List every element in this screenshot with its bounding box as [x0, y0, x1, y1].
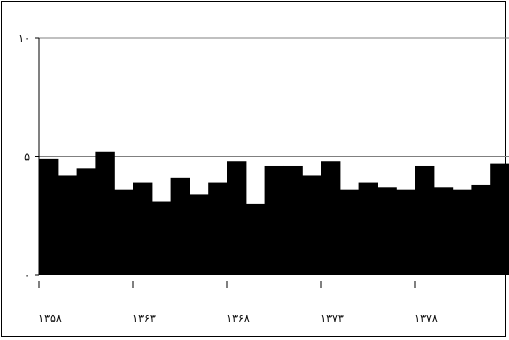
bar-1362: [114, 189, 134, 275]
bar-1375: [358, 182, 378, 275]
x-tick-label-4: ۱۳۷۸: [414, 312, 438, 325]
bar-1372: [302, 175, 322, 275]
bar-1376: [377, 187, 397, 275]
bar-1368: [227, 161, 247, 275]
y-tick-label-2: ۱۰: [18, 32, 30, 45]
x-tick-label-0: ۱۳۵۸: [38, 312, 62, 325]
y-tick-label-1: ۵: [24, 151, 30, 164]
axis-layer: ۰ ۵ ۱۰ ۱۳۵۸ ۱۳۶۳ ۱۳۶۸ ۱۳۷۳ ۱۳۷۸: [18, 32, 438, 325]
bar-1370: [264, 165, 284, 275]
bar-1366: [189, 194, 209, 275]
y-tick-label-0: ۰: [24, 269, 30, 282]
bars-layer: [39, 151, 509, 275]
bar-1359: [57, 175, 78, 275]
grid-layer: [39, 37, 509, 157]
bar-1377: [396, 189, 416, 275]
bar-1363: [133, 182, 153, 275]
bar-1381: [471, 184, 491, 275]
bar-1360: [76, 168, 96, 275]
bar-1378: [415, 165, 435, 275]
bar-1367: [208, 182, 228, 275]
x-tick-label-2: ۱۳۶۸: [226, 312, 250, 325]
x-tick-label-1: ۱۳۶۳: [132, 312, 156, 325]
bar-1379: [433, 187, 454, 275]
bar-1382: [490, 163, 509, 275]
bar-1373: [321, 161, 341, 275]
bar-1364: [151, 201, 172, 275]
bar-1369: [245, 203, 266, 275]
bar-1365: [170, 177, 190, 275]
bar-1361: [95, 151, 115, 275]
bar-1371: [283, 165, 303, 275]
bar-1380: [452, 189, 472, 275]
x-tick-label-3: ۱۳۷۳: [320, 312, 344, 325]
bar-1374: [339, 189, 360, 275]
bar-1358: [39, 158, 59, 275]
